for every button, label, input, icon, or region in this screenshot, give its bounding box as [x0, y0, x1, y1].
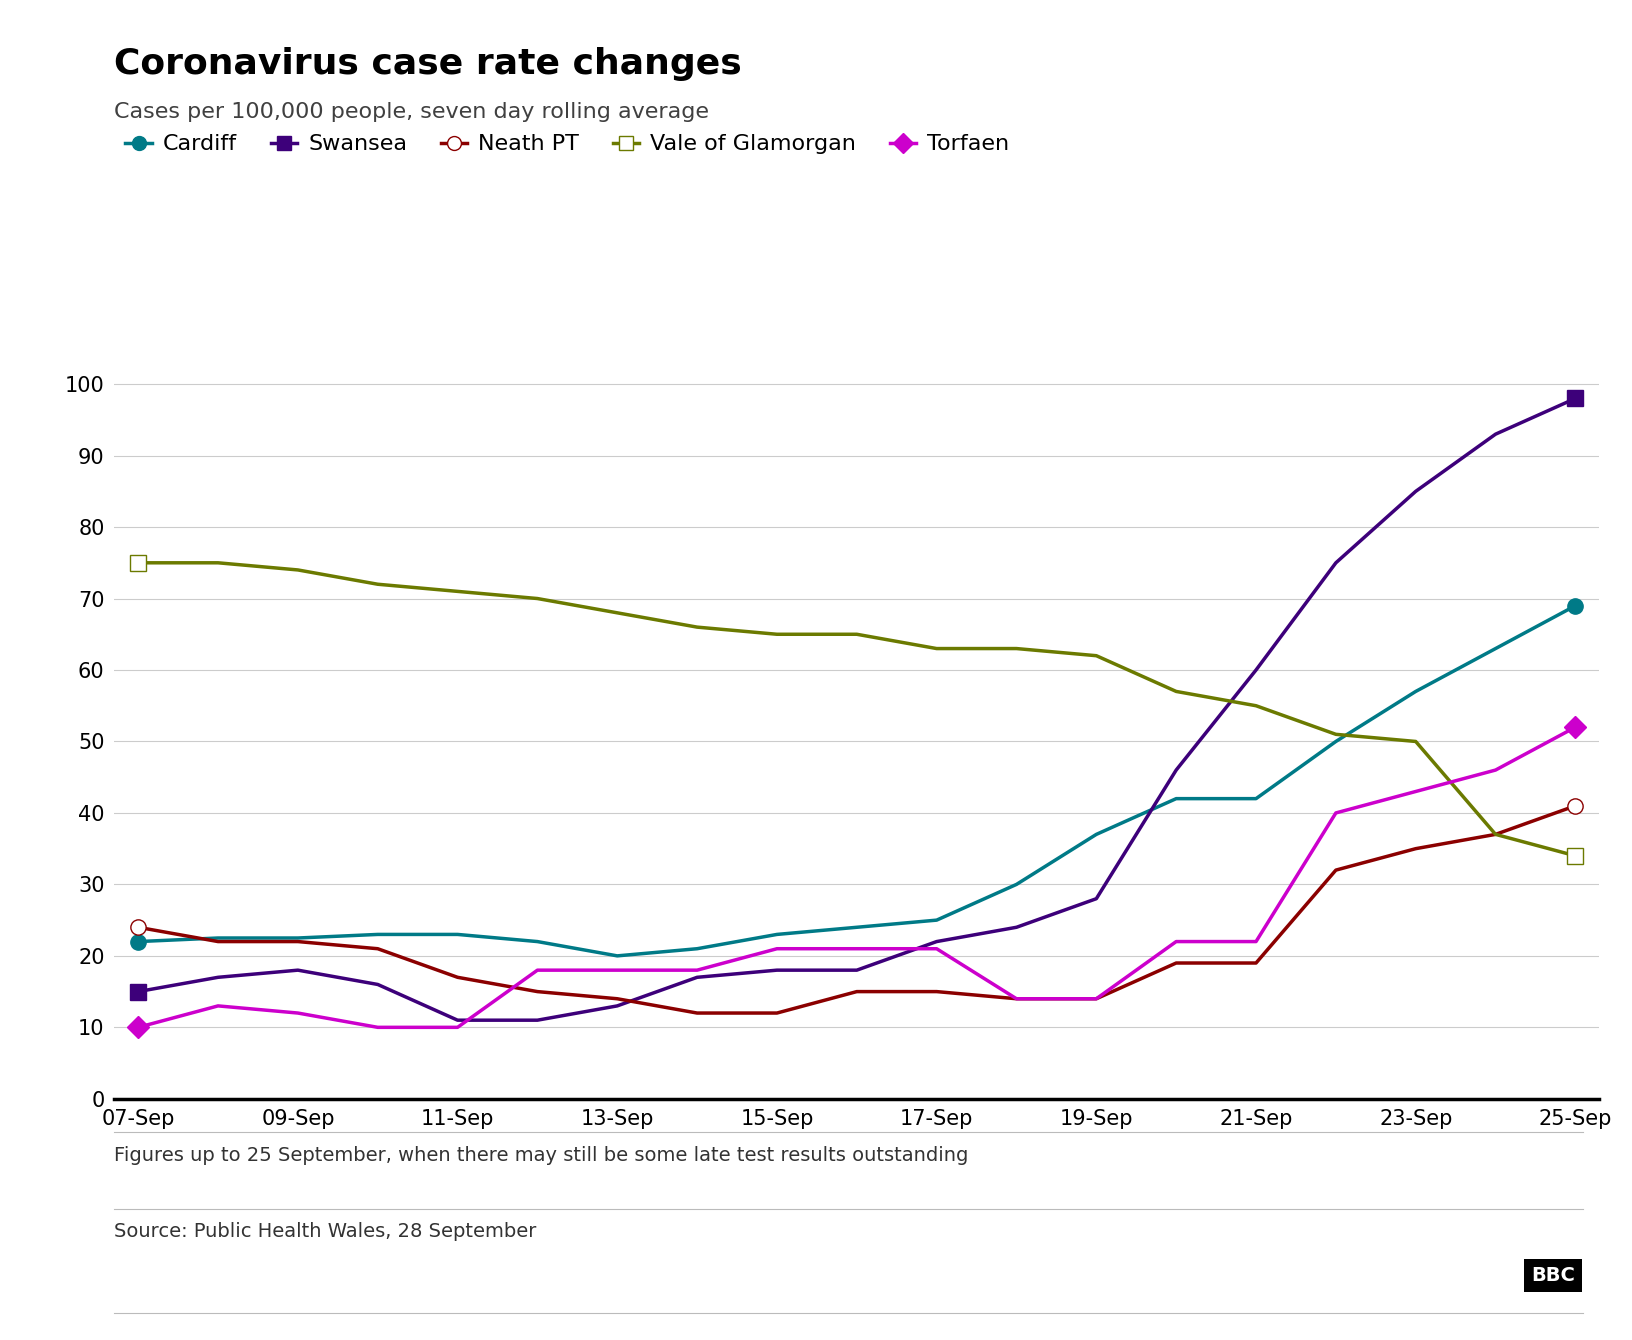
Text: Source: Public Health Wales, 28 September: Source: Public Health Wales, 28 Septembe…: [114, 1222, 537, 1241]
Text: Coronavirus case rate changes: Coronavirus case rate changes: [114, 47, 743, 80]
Text: Cases per 100,000 people, seven day rolling average: Cases per 100,000 people, seven day roll…: [114, 102, 710, 122]
Text: Figures up to 25 September, when there may still be some late test results outst: Figures up to 25 September, when there m…: [114, 1146, 969, 1164]
Text: BBC: BBC: [1531, 1266, 1575, 1285]
Legend: Cardiff, Swansea, Neath PT, Vale of Glamorgan, Torfaen: Cardiff, Swansea, Neath PT, Vale of Glam…: [126, 134, 1010, 154]
